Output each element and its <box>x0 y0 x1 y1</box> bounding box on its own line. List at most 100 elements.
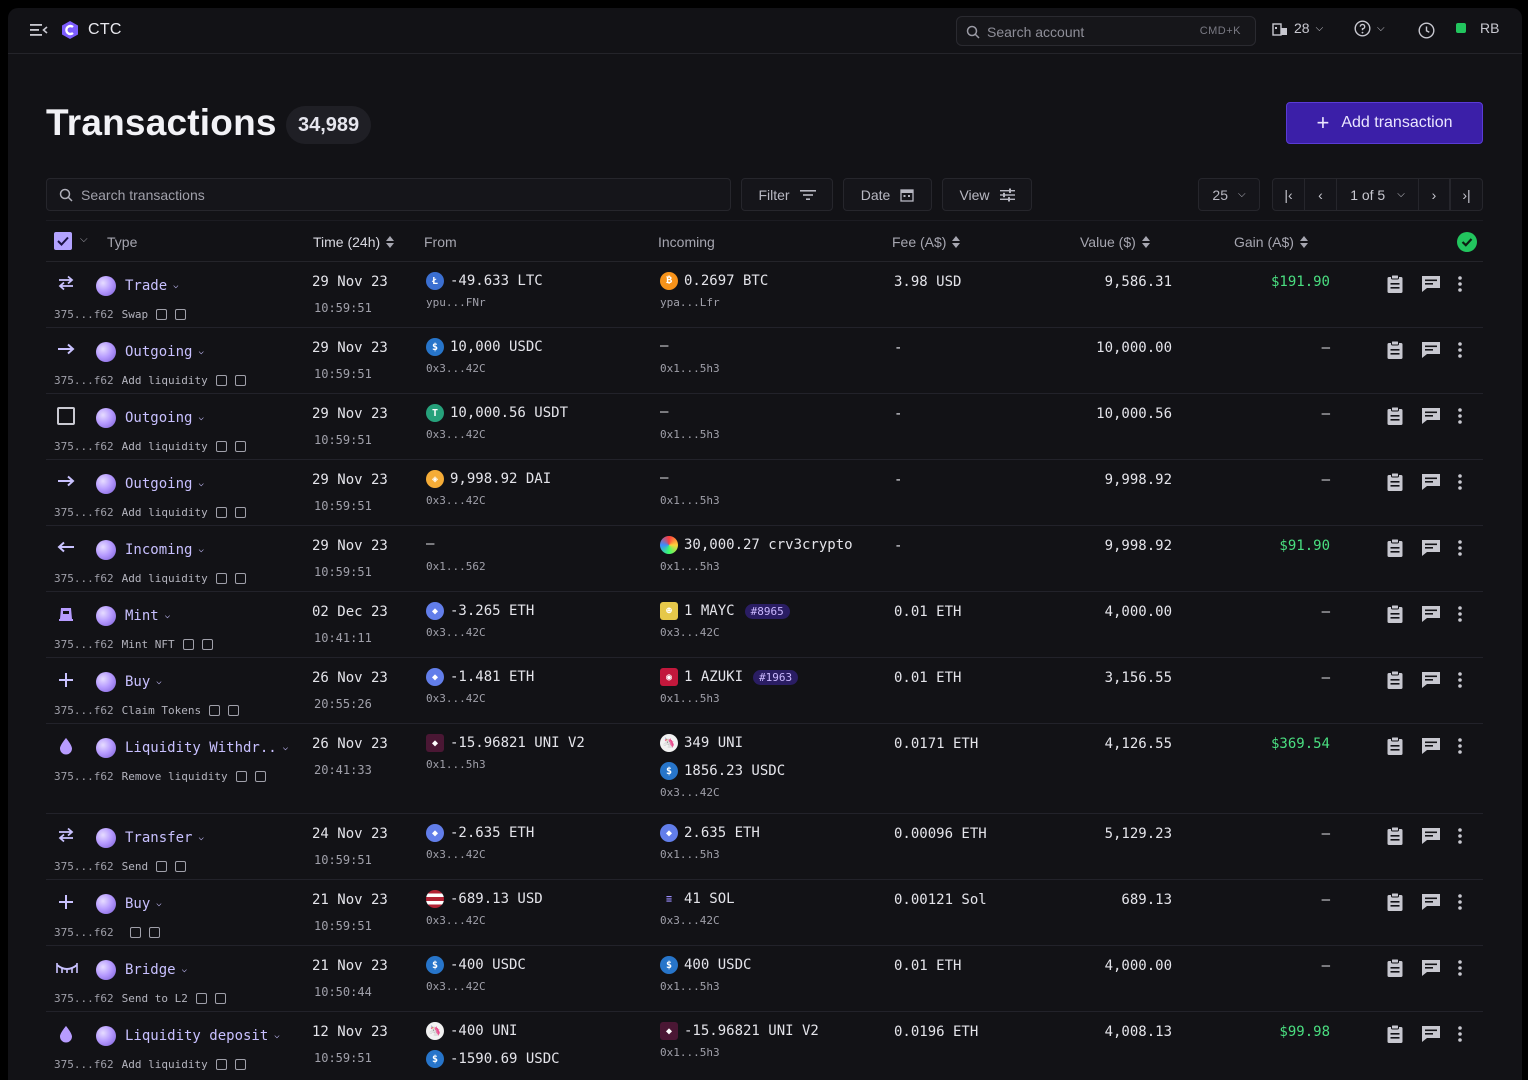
more-options-icon[interactable] <box>1458 738 1462 759</box>
clipboard-icon[interactable] <box>1386 892 1404 917</box>
date-button[interactable]: Date <box>843 178 932 211</box>
table-row[interactable]: Transfer ⌵ 375...f62 Send 24 Nov 23 10:59… <box>46 814 1483 880</box>
copy-icon[interactable] <box>234 507 246 518</box>
type-dropdown[interactable]: Liquidity Withdr.. ⌵ <box>125 740 289 756</box>
column-gain[interactable]: Gain (A$) <box>1234 234 1308 250</box>
column-value[interactable]: Value ($) <box>1080 234 1150 250</box>
table-row[interactable]: Incoming ⌵ 375...f62 Add liquidity 29 Nov… <box>46 526 1483 592</box>
external-link-icon[interactable] <box>209 705 221 716</box>
comment-icon[interactable] <box>1421 671 1441 694</box>
add-transaction-button[interactable]: + Add transaction <box>1286 102 1483 144</box>
comment-icon[interactable] <box>1421 275 1441 298</box>
external-link-icon[interactable] <box>215 375 227 386</box>
external-link-icon[interactable] <box>156 309 168 320</box>
type-dropdown[interactable]: Incoming ⌵ <box>125 542 204 558</box>
column-fee[interactable]: Fee (A$) <box>892 234 961 250</box>
user-menu[interactable]: RB <box>1456 20 1499 36</box>
select-all-checkbox[interactable] <box>54 232 72 250</box>
more-options-icon[interactable] <box>1458 540 1462 561</box>
external-link-icon[interactable] <box>215 441 227 452</box>
table-row[interactable]: Buy ⌵ 375...f62 Claim Tokens 26 Nov 23 20… <box>46 658 1483 724</box>
clipboard-icon[interactable] <box>1386 340 1404 365</box>
more-options-icon[interactable] <box>1458 672 1462 693</box>
chevron-down-icon[interactable]: ⌵ <box>80 234 88 245</box>
external-link-icon[interactable] <box>215 573 227 584</box>
clipboard-icon[interactable] <box>1386 406 1404 431</box>
external-link-icon[interactable] <box>129 927 141 938</box>
first-page-icon[interactable]: |‹ <box>1273 179 1305 210</box>
comment-icon[interactable] <box>1421 407 1441 430</box>
external-link-icon[interactable] <box>235 771 247 782</box>
row-checkbox[interactable] <box>57 407 75 425</box>
comment-icon[interactable] <box>1421 605 1441 628</box>
type-dropdown[interactable]: Outgoing ⌵ <box>125 476 204 492</box>
comment-icon[interactable] <box>1421 1025 1441 1048</box>
last-page-icon[interactable]: ›| <box>1450 179 1482 210</box>
external-link-icon[interactable] <box>195 993 207 1004</box>
transactions-search-input[interactable]: Search transactions <box>46 178 731 211</box>
more-options-icon[interactable] <box>1458 894 1462 915</box>
external-link-icon[interactable] <box>215 507 227 518</box>
clipboard-icon[interactable] <box>1386 538 1404 563</box>
comment-icon[interactable] <box>1421 737 1441 760</box>
more-options-icon[interactable] <box>1458 606 1462 627</box>
type-dropdown[interactable]: Bridge ⌵ <box>125 962 187 978</box>
type-dropdown[interactable]: Mint ⌵ <box>125 608 171 624</box>
comment-icon[interactable] <box>1421 473 1441 496</box>
menu-collapse-icon[interactable] <box>30 22 48 38</box>
history-icon[interactable] <box>1418 22 1435 39</box>
clipboard-icon[interactable] <box>1386 736 1404 761</box>
copy-icon[interactable] <box>234 573 246 584</box>
table-row[interactable]: Liquidity Withdr.. ⌵ 375...f62 Remove liq… <box>46 724 1483 814</box>
comment-icon[interactable] <box>1421 341 1441 364</box>
type-dropdown[interactable]: Buy ⌵ <box>125 896 162 912</box>
comment-icon[interactable] <box>1421 827 1441 850</box>
comment-icon[interactable] <box>1421 893 1441 916</box>
view-button[interactable]: View <box>942 178 1032 211</box>
type-dropdown[interactable]: Transfer ⌵ <box>125 830 204 846</box>
copy-icon[interactable] <box>148 927 160 938</box>
more-options-icon[interactable] <box>1458 474 1462 495</box>
more-options-icon[interactable] <box>1458 960 1462 981</box>
clipboard-icon[interactable] <box>1386 958 1404 983</box>
type-dropdown[interactable]: Liquidity deposit ⌵ <box>125 1028 280 1044</box>
copy-icon[interactable] <box>228 705 240 716</box>
prev-page-icon[interactable]: ‹ <box>1305 179 1337 210</box>
account-search[interactable]: Search account CMD+K <box>956 16 1256 46</box>
external-link-icon[interactable] <box>215 1059 227 1070</box>
clipboard-icon[interactable] <box>1386 670 1404 695</box>
type-dropdown[interactable]: Outgoing ⌵ <box>125 410 204 426</box>
copy-icon[interactable] <box>201 639 213 650</box>
clipboard-icon[interactable] <box>1386 472 1404 497</box>
column-time[interactable]: Time (24h) <box>313 234 395 250</box>
filter-button[interactable]: Filter <box>741 178 833 211</box>
table-row[interactable]: Outgoing ⌵ 375...f62 Add liquidity 29 Nov… <box>46 394 1483 460</box>
copy-icon[interactable] <box>234 375 246 386</box>
comment-icon[interactable] <box>1421 539 1441 562</box>
next-page-icon[interactable]: › <box>1418 179 1450 210</box>
table-row[interactable]: Outgoing ⌵ 375...f62 Add liquidity 29 Nov… <box>46 460 1483 526</box>
table-row[interactable]: Trade ⌵ 375...f62 Swap 29 Nov 23 10:59:51… <box>46 262 1483 328</box>
external-link-icon[interactable] <box>156 861 168 872</box>
copy-icon[interactable] <box>234 441 246 452</box>
clipboard-icon[interactable] <box>1386 826 1404 851</box>
more-options-icon[interactable] <box>1458 408 1462 429</box>
external-link-icon[interactable] <box>182 639 194 650</box>
comment-icon[interactable] <box>1421 959 1441 982</box>
reconciled-check-icon[interactable] <box>1457 232 1477 252</box>
table-row[interactable]: Liquidity deposit ⌵ 375...f62 Add liquidi… <box>46 1012 1483 1080</box>
copy-icon[interactable] <box>175 861 187 872</box>
copy-icon[interactable] <box>175 309 187 320</box>
table-row[interactable]: Mint ⌵ 375...f62 Mint NFT 02 Dec 23 10:41… <box>46 592 1483 658</box>
clipboard-icon[interactable] <box>1386 274 1404 299</box>
more-options-icon[interactable] <box>1458 1026 1462 1047</box>
page-size-select[interactable]: 25 ⌵ <box>1198 178 1260 211</box>
clipboard-icon[interactable] <box>1386 1024 1404 1049</box>
clipboard-icon[interactable] <box>1386 604 1404 629</box>
type-dropdown[interactable]: Trade ⌵ <box>125 278 179 294</box>
more-options-icon[interactable] <box>1458 276 1462 297</box>
table-row[interactable]: Outgoing ⌵ 375...f62 Add liquidity 29 Nov… <box>46 328 1483 394</box>
help-button[interactable]: ⌵ <box>1354 20 1385 37</box>
type-dropdown[interactable]: Buy ⌵ <box>125 674 162 690</box>
more-options-icon[interactable] <box>1458 342 1462 363</box>
